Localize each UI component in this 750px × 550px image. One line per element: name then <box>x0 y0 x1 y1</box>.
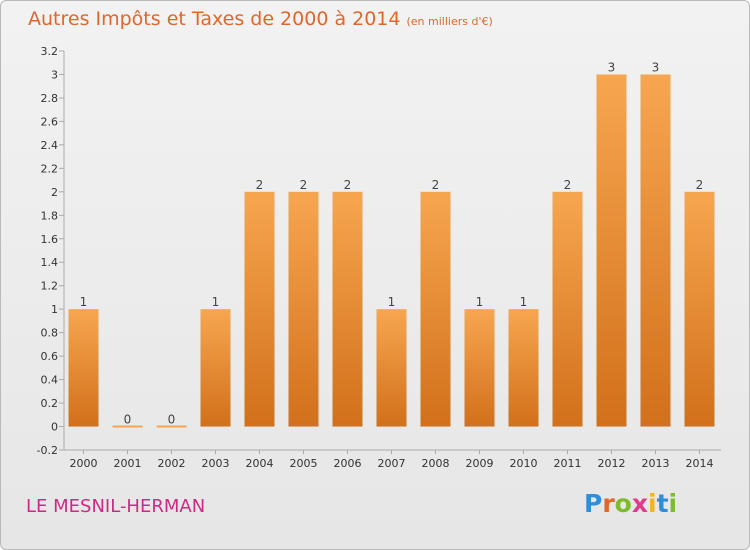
x-tick-label: 2010 <box>510 457 538 470</box>
proxiti-logo[interactable]: Proxiti <box>584 489 677 518</box>
x-tick-label: 2000 <box>70 457 98 470</box>
data-label: 2 <box>344 178 352 192</box>
bar <box>156 425 187 428</box>
data-label: 1 <box>388 295 396 309</box>
data-label: 2 <box>696 178 704 192</box>
y-tick-label: 0.6 <box>41 350 59 363</box>
y-tick-label: 1.4 <box>41 256 59 269</box>
bar <box>420 191 451 427</box>
logo-letter: t <box>656 489 669 518</box>
y-tick-label: 0.2 <box>41 397 59 410</box>
bar <box>640 74 671 427</box>
x-tick-label: 2011 <box>554 457 582 470</box>
data-label: 1 <box>212 295 220 309</box>
y-tick-label: -0.2 <box>37 444 58 457</box>
x-tick-label: 2009 <box>466 457 494 470</box>
x-tick-label: 2014 <box>686 457 714 470</box>
x-tick-label: 2003 <box>202 457 230 470</box>
bar <box>68 309 99 427</box>
y-tick-label: 1.2 <box>41 280 59 293</box>
bar <box>552 191 583 427</box>
bar <box>508 309 539 427</box>
logo-letter: r <box>602 489 615 518</box>
x-tick-label: 2012 <box>598 457 626 470</box>
bar <box>332 191 363 427</box>
y-tick-label: 2.8 <box>41 92 59 105</box>
y-tick-label: 2.4 <box>41 139 59 152</box>
data-label: 3 <box>608 60 616 74</box>
x-tick-label: 2008 <box>422 457 450 470</box>
y-tick-label: 0 <box>51 421 58 434</box>
x-tick-label: 2006 <box>334 457 362 470</box>
bar <box>244 191 275 427</box>
y-tick-label: 3.2 <box>41 45 59 58</box>
chart-title-text: Autres Impôts et Taxes de 2000 à 2014 <box>28 8 401 30</box>
logo-letter: i <box>668 489 678 518</box>
y-tick-label: 2 <box>51 186 58 199</box>
logo-letter: P <box>584 489 603 518</box>
x-tick-label: 2002 <box>158 457 186 470</box>
x-tick-label: 2004 <box>246 457 274 470</box>
bar <box>288 191 319 427</box>
y-tick-label: 3 <box>51 68 58 81</box>
x-tick-label: 2013 <box>642 457 670 470</box>
bar <box>376 309 407 427</box>
data-label: 1 <box>520 295 528 309</box>
chart-subtitle: (en milliers d'€) <box>406 15 493 28</box>
y-tick-label: 2.6 <box>41 115 59 128</box>
data-label: 0 <box>168 413 176 427</box>
logo-letter: x <box>631 489 648 518</box>
data-label: 0 <box>124 413 132 427</box>
data-label: 2 <box>564 178 572 192</box>
x-tick-label: 2005 <box>290 457 318 470</box>
x-tick-label: 2001 <box>114 457 142 470</box>
data-label: 2 <box>300 178 308 192</box>
y-tick-label: 0.8 <box>41 327 59 340</box>
y-tick-label: 1.6 <box>41 233 59 246</box>
logo-letter: o <box>614 489 632 518</box>
bar <box>596 74 627 427</box>
y-tick-label: 0.4 <box>41 374 59 387</box>
data-label: 1 <box>80 295 88 309</box>
chart-title: Autres Impôts et Taxes de 2000 à 2014 (en… <box>28 8 493 30</box>
bar <box>464 309 495 427</box>
data-label: 2 <box>256 178 264 192</box>
y-tick-label: 1 <box>51 303 58 316</box>
commune-name: LE MESNIL-HERMAN <box>26 496 206 517</box>
data-label: 2 <box>432 178 440 192</box>
data-label: 1 <box>476 295 484 309</box>
bar <box>200 309 231 427</box>
data-label: 3 <box>652 60 660 74</box>
y-tick-label: 2.2 <box>41 162 59 175</box>
x-tick-label: 2007 <box>378 457 406 470</box>
bar <box>684 191 715 427</box>
bar <box>112 425 143 428</box>
logo-letter: i <box>648 489 657 518</box>
y-tick-label: 1.8 <box>41 209 59 222</box>
